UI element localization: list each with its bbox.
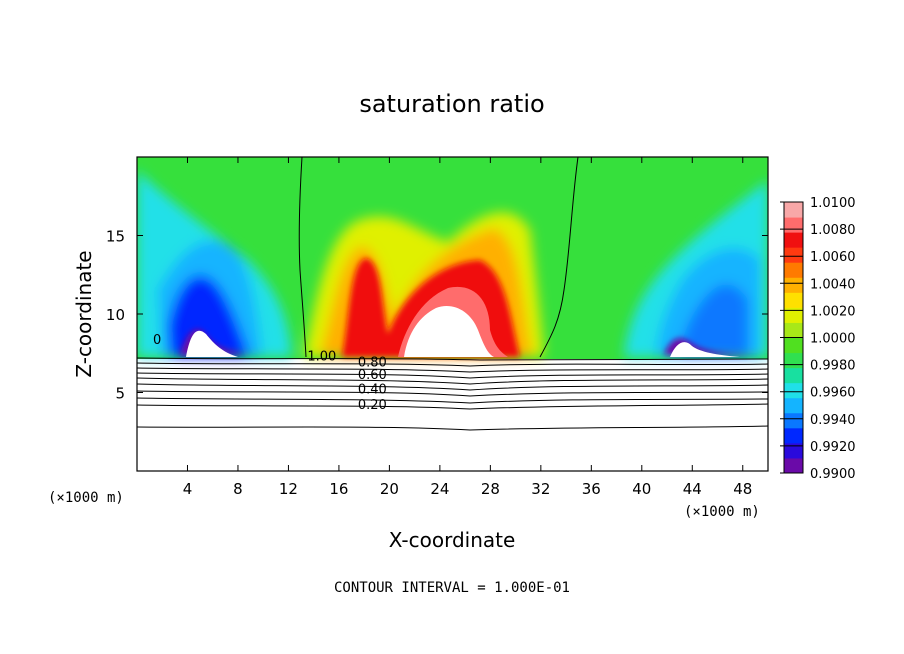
x-tick-label-10: 44: [683, 480, 702, 498]
colorbar-label-10: 1.0100: [810, 196, 856, 211]
colorbar-swatch-1: [784, 442, 803, 459]
x-tick-label-1: 8: [233, 480, 243, 498]
x-unit-left: (×1000 m): [48, 490, 124, 506]
contour-label-2: 0.60: [358, 368, 387, 383]
colorbar-swatch-7: [784, 352, 803, 369]
contour-line-0.10: [137, 425, 768, 431]
x-tick-label-7: 32: [531, 480, 550, 498]
colorbar-labels: 0.9900 0.9920 0.9940 0.9960 0.9980 1.0000 1.00…: [780, 196, 856, 482]
colorbar-swatches: [784, 202, 803, 474]
colorbar-swatch-17: [784, 202, 803, 218]
colorbar-swatch-6: [784, 367, 803, 384]
colorbar-swatch-15: [784, 232, 803, 248]
colorbar-swatch-16: [784, 217, 803, 233]
annotation-zero: 0: [153, 333, 161, 348]
colorbar-swatch-9: [784, 322, 803, 338]
contour-interval: CONTOUR INTERVAL = 1.000E-01: [334, 580, 570, 596]
colorbar-label-0: 0.9900: [810, 467, 856, 482]
colorbar-swatch-5: [784, 382, 803, 399]
contour-line-0.60: [137, 377, 768, 385]
x-unit-right: (×1000 m): [684, 504, 760, 520]
colorbar-label-8: 1.0060: [810, 250, 856, 265]
colorbar-swatch-0: [784, 457, 803, 474]
field-right-white: [670, 342, 740, 357]
contour-line-0.70: [137, 372, 768, 379]
colorbar-label-5: 1.0000: [810, 332, 856, 347]
x-axis-title: X-coordinate: [389, 528, 516, 552]
contour-line-0.30: [137, 397, 768, 404]
colorbar-label-7: 1.0040: [810, 277, 856, 292]
x-tick-label-3: 16: [329, 480, 348, 498]
x-tick-label-2: 12: [279, 480, 298, 498]
y-ticks: 5 10 15: [106, 228, 768, 403]
colorbar-swatch-11: [784, 292, 803, 308]
contour-lines: [137, 157, 768, 431]
contour-line-0.50: [137, 383, 768, 391]
colorbar-swatch-4: [784, 397, 803, 414]
colorbar: 0.9900 0.9920 0.9940 0.9960 0.9980 1.0000 1.00…: [780, 196, 856, 482]
contour-labels: 1.00 0.800.600.400.20: [307, 349, 386, 413]
x-tick-label-9: 40: [632, 480, 651, 498]
x-tick-label-0: 4: [183, 480, 193, 498]
colorbar-label-6: 1.0020: [810, 304, 856, 319]
contour-line-0.20: [137, 403, 768, 410]
y-tick-label-0: 5: [115, 385, 125, 403]
contour-label-3: 0.40: [358, 382, 387, 397]
contour-line-0.90: [137, 362, 768, 367]
plot-area: 1.00 0.800.600.400.20 0: [137, 157, 768, 471]
contour-line-1.00-right: [539, 157, 579, 358]
colorbar-swatch-13: [784, 262, 803, 278]
x-tick-label-5: 24: [430, 480, 449, 498]
chart-title: saturation ratio: [359, 90, 544, 118]
contour-label-1: 0.80: [358, 356, 387, 371]
contour-line-0.80: [137, 367, 768, 373]
x-tick-label-11: 48: [733, 480, 752, 498]
colorbar-swatch-2: [784, 427, 803, 444]
y-axis-title: Z-coordinate: [72, 250, 96, 377]
colorbar-swatch-14: [784, 247, 803, 263]
field-right-blue: [680, 284, 748, 357]
contour-line-0.40: [137, 390, 768, 397]
colorbar-label-1: 0.9920: [810, 440, 856, 455]
contour-label-4: 0.20: [358, 398, 387, 413]
colorbar-label-2: 0.9940: [810, 413, 856, 428]
colorbar-label-3: 0.9960: [810, 386, 856, 401]
colorbar-swatch-8: [784, 337, 803, 354]
x-tick-label-8: 36: [582, 480, 601, 498]
y-tick-label-2: 15: [106, 228, 125, 246]
x-tick-label-4: 20: [380, 480, 399, 498]
contour-label-0: 1.00: [307, 349, 336, 364]
colorbar-swatch-10: [784, 307, 803, 323]
field-supersaturated-white: [404, 306, 494, 357]
colorbar-swatch-12: [784, 277, 803, 293]
x-tick-label-6: 28: [481, 480, 500, 498]
colorbar-label-4: 0.9980: [810, 359, 856, 374]
y-tick-label-1: 10: [106, 306, 125, 324]
colorbar-swatch-3: [784, 412, 803, 429]
contour-line-1.00-left: [298, 157, 307, 358]
saturation-field: [137, 157, 768, 359]
contour-line-1.00-base: [137, 357, 768, 361]
colorbar-label-9: 1.0080: [810, 223, 856, 238]
field-left-white: [186, 330, 238, 357]
x-ticks: 4 8 12 16 20 24 28 32 36 40 44 48: [183, 157, 752, 498]
